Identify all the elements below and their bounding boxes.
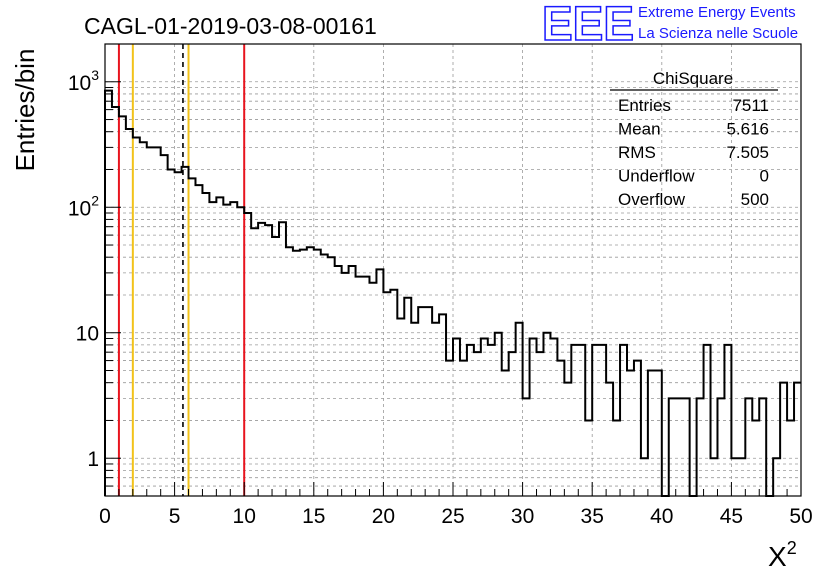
svg-text:EEE: EEE bbox=[542, 2, 634, 44]
histogram bbox=[104, 89, 801, 497]
y-tick-label: 102 bbox=[68, 192, 99, 220]
x-axis-label: X2 bbox=[768, 538, 797, 572]
stats-value: 500 bbox=[741, 190, 769, 209]
axes: 0 5 10 15 20 25 30 35 40 45 50 1 10 102 103 bbox=[68, 43, 813, 528]
y-axis-label: Entries/bin bbox=[10, 49, 40, 172]
cut-lines bbox=[117, 44, 246, 496]
y-tick-label: 103 bbox=[68, 67, 99, 95]
logo-line-1: Extreme Energy Events bbox=[638, 4, 796, 21]
grid bbox=[105, 44, 801, 496]
eee-logo-mark: EEE bbox=[541, 0, 635, 52]
stats-value: 0 bbox=[760, 167, 769, 186]
stats-label: Mean bbox=[618, 120, 661, 139]
logo-caption: Extreme Energy Events La Scienza nelle S… bbox=[638, 2, 798, 44]
stats-label: Entries bbox=[618, 96, 671, 115]
stats-value: 5.616 bbox=[726, 120, 769, 139]
stats-label: RMS bbox=[618, 143, 656, 162]
stats-box: ChiSquare Entries 7511 Mean 5.616 RMS 7.505 Un… bbox=[610, 69, 778, 209]
y-tick-label: 10 bbox=[76, 323, 99, 346]
x-tick-label: 5 bbox=[169, 505, 181, 528]
x-tick-label: 20 bbox=[372, 505, 395, 528]
x-tick-label: 50 bbox=[789, 505, 812, 528]
logo-line-2: La Scienza nelle Scuole bbox=[638, 25, 799, 42]
stats-value: 7511 bbox=[732, 96, 769, 115]
chart-title: CAGL-01-2019-03-08-00161 bbox=[84, 13, 377, 39]
x-tick-label: 10 bbox=[233, 505, 256, 528]
x-tick-label: 25 bbox=[441, 505, 464, 528]
stats-label: Underflow bbox=[618, 167, 695, 186]
x-tick-label: 45 bbox=[720, 505, 743, 528]
x-tick-label: 15 bbox=[302, 505, 325, 528]
y-tick-label: 1 bbox=[87, 448, 99, 471]
x-tick-label: 35 bbox=[581, 505, 604, 528]
stats-title: ChiSquare bbox=[653, 69, 733, 88]
x-tick-label: 0 bbox=[99, 505, 111, 528]
stats-label: Overflow bbox=[618, 190, 686, 209]
eee-logo: EEE bbox=[540, 0, 636, 52]
x-tick-label: 40 bbox=[650, 505, 673, 528]
x-tick-label: 30 bbox=[511, 505, 534, 528]
histogram-outline bbox=[104, 89, 801, 497]
stats-value: 7.505 bbox=[726, 143, 769, 162]
